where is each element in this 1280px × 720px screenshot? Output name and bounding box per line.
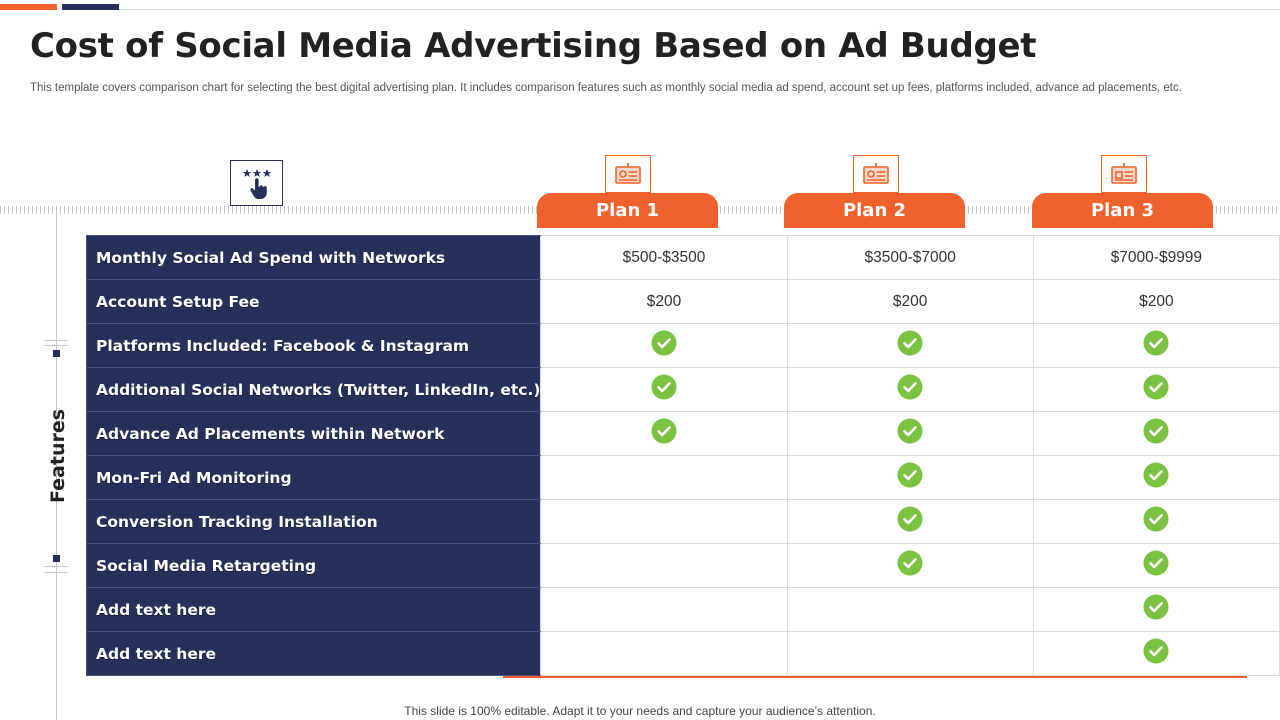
- table-row: Social Media Retargeting: [85, 543, 1280, 588]
- check-circle-icon: [1143, 506, 1169, 537]
- page-title: Cost of Social Media Advertising Based o…: [30, 26, 1037, 66]
- plan-empty-cell: [540, 499, 788, 544]
- feature-label: Social Media Retargeting: [85, 543, 541, 588]
- feature-label: Add text here: [85, 587, 541, 632]
- plan-check-cell: [1032, 367, 1280, 412]
- axis-tick: [44, 566, 68, 567]
- accent-bar-orange: [0, 4, 57, 10]
- axis-square-marker: [53, 555, 60, 562]
- plan-empty-cell: [540, 455, 788, 500]
- plan-check-cell: [786, 455, 1034, 500]
- check-circle-icon: [1143, 550, 1169, 581]
- plan-empty-cell: [786, 587, 1034, 632]
- plan-empty-cell: [786, 631, 1034, 676]
- top-accent-bar: [0, 0, 1280, 10]
- check-circle-icon: [651, 330, 677, 361]
- presentation-board-icon: [853, 155, 899, 193]
- plan-check-cell: [1032, 455, 1280, 500]
- plan-check-cell: [1032, 499, 1280, 544]
- plan-value-cell: $7000-$9999: [1032, 235, 1280, 280]
- check-circle-icon: [1143, 418, 1169, 449]
- plan-1-header: Plan 1: [537, 193, 718, 228]
- page-subtitle: This template covers comparison chart fo…: [30, 82, 1182, 94]
- check-circle-icon: [897, 418, 923, 449]
- presentation-board-icon: [605, 155, 651, 193]
- axis-square-marker: [53, 350, 60, 357]
- table-row: Platforms Included: Facebook & Instagram: [85, 323, 1280, 368]
- plan-check-cell: [540, 411, 788, 456]
- check-circle-icon: [897, 330, 923, 361]
- check-circle-icon: [651, 374, 677, 405]
- features-label: Features: [47, 408, 69, 504]
- table-row: Add text here: [85, 587, 1280, 632]
- comparison-table: Monthly Social Ad Spend with Networks $50…: [85, 235, 1280, 676]
- star-rating-hand-icon: [230, 160, 283, 206]
- table-row: Additional Social Networks (Twitter, Lin…: [85, 367, 1280, 412]
- accent-bar-navy: [62, 4, 119, 10]
- plan-check-cell: [1032, 631, 1280, 676]
- presentation-board-icon: [1101, 155, 1147, 193]
- plan-check-cell: [786, 411, 1034, 456]
- check-circle-icon: [1143, 462, 1169, 493]
- plan-empty-cell: [540, 631, 788, 676]
- check-circle-icon: [1143, 638, 1169, 669]
- plan-value-cell: $200: [540, 279, 788, 324]
- table-row: Monthly Social Ad Spend with Networks $50…: [85, 235, 1280, 280]
- plan-check-cell: [786, 323, 1034, 368]
- axis-tick: [44, 572, 68, 573]
- plan-value-cell: $3500-$7000: [786, 235, 1034, 280]
- footer-note: This slide is 100% editable. Adapt it to…: [404, 704, 876, 718]
- check-circle-icon: [1143, 374, 1169, 405]
- plan-2-header: Plan 2: [784, 193, 965, 228]
- plan-empty-cell: [540, 587, 788, 632]
- check-circle-icon: [897, 550, 923, 581]
- plan-check-cell: [1032, 323, 1280, 368]
- axis-tick: [44, 340, 68, 341]
- table-row: Conversion Tracking Installation: [85, 499, 1280, 544]
- table-row: Add text here: [85, 631, 1280, 676]
- plan-check-cell: [1032, 411, 1280, 456]
- plan-value-cell: $200: [786, 279, 1034, 324]
- table-row: Account Setup Fee $200 $200 $200: [85, 279, 1280, 324]
- plan-value-cell: $200: [1032, 279, 1280, 324]
- plan-check-cell: [540, 367, 788, 412]
- check-circle-icon: [1143, 594, 1169, 625]
- check-circle-icon: [651, 418, 677, 449]
- plan-check-cell: [540, 323, 788, 368]
- check-circle-icon: [897, 374, 923, 405]
- plan-value-cell: $500-$3500: [540, 235, 788, 280]
- table-row: Advance Ad Placements within Network: [85, 411, 1280, 456]
- feature-label: Add text here: [85, 631, 541, 676]
- plan-check-cell: [1032, 543, 1280, 588]
- feature-label: Additional Social Networks (Twitter, Lin…: [85, 367, 541, 412]
- check-circle-icon: [897, 462, 923, 493]
- table-row: Mon-Fri Ad Monitoring: [85, 455, 1280, 500]
- plan-check-cell: [1032, 587, 1280, 632]
- feature-label: Platforms Included: Facebook & Instagram: [85, 323, 541, 368]
- table-bottom-accent: [503, 676, 1247, 678]
- feature-label: Advance Ad Placements within Network: [85, 411, 541, 456]
- plan-empty-cell: [540, 543, 788, 588]
- check-circle-icon: [897, 506, 923, 537]
- plan-3-header: Plan 3: [1032, 193, 1213, 228]
- plan-check-cell: [786, 543, 1034, 588]
- check-circle-icon: [1143, 330, 1169, 361]
- feature-label: Mon-Fri Ad Monitoring: [85, 455, 541, 500]
- features-axis-line: [56, 214, 57, 720]
- feature-label: Account Setup Fee: [85, 279, 541, 324]
- feature-label: Conversion Tracking Installation: [85, 499, 541, 544]
- plan-check-cell: [786, 499, 1034, 544]
- axis-tick: [44, 345, 68, 346]
- feature-label: Monthly Social Ad Spend with Networks: [85, 235, 541, 280]
- plan-check-cell: [786, 367, 1034, 412]
- top-divider: [119, 9, 1280, 10]
